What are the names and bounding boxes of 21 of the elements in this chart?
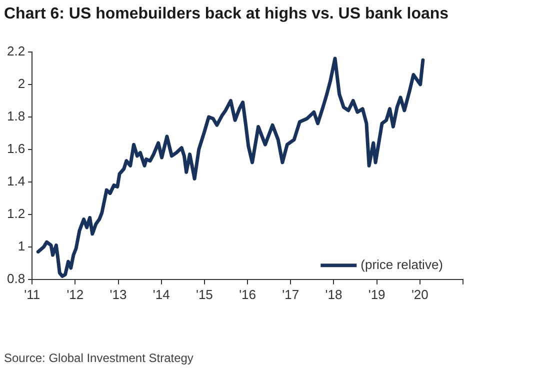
x-tick-label: '14 <box>152 286 170 302</box>
x-tick-label: '17 <box>282 286 300 302</box>
legend-label: (price relative) <box>360 256 444 272</box>
x-tick-label: '16 <box>239 286 256 302</box>
x-tick-label: '13 <box>110 286 127 302</box>
source-note: Source: Global Investment Strategy <box>4 351 194 365</box>
y-tick-label: 1 <box>18 238 26 254</box>
x-tick-label: '15 <box>196 286 213 302</box>
y-tick-label: 2.2 <box>6 44 26 59</box>
x-tick-label: '12 <box>66 286 84 302</box>
y-tick-label: 1.2 <box>6 206 26 222</box>
x-tick-label: '20 <box>411 286 428 302</box>
y-tick-label: 0.8 <box>6 270 26 286</box>
chart-title: Chart 6: US homebuilders back at highs vs. US bank loans <box>4 5 449 22</box>
x-tick-label: '11 <box>24 286 40 302</box>
y-tick-label: 1.4 <box>6 174 26 189</box>
y-tick-label: 2 <box>18 76 26 92</box>
y-tick-label: 1.6 <box>6 141 26 156</box>
x-tick-label: '18 <box>325 286 342 302</box>
y-tick-label: 1.8 <box>6 108 26 124</box>
x-tick-label: '19 <box>368 286 386 302</box>
